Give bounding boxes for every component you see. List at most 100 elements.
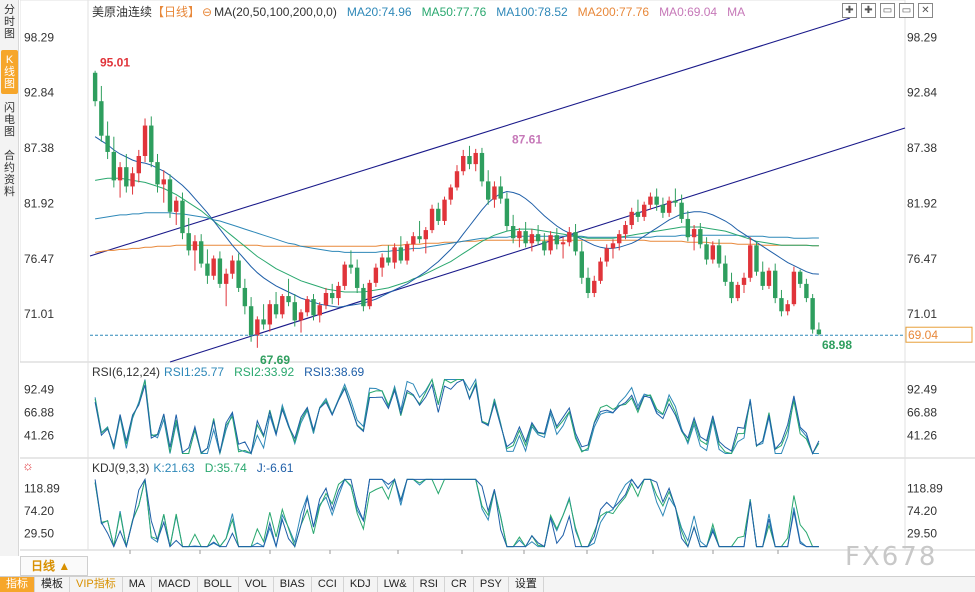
candle: [255, 319, 260, 336]
candle: [592, 280, 597, 294]
close-icon[interactable]: ✕: [918, 3, 933, 18]
main-legend: 美原油连续 【日线】 ⊖ MA(20,50,100,200,0,0) MA20:…: [92, 3, 745, 20]
tab-cci[interactable]: CCI: [312, 577, 344, 592]
candle: [136, 156, 141, 174]
tab-macd[interactable]: MACD: [152, 577, 198, 592]
tab-ma[interactable]: MA: [123, 577, 153, 592]
candle: [804, 283, 809, 299]
candle: [124, 167, 129, 187]
tab-lw[interactable]: LW&: [378, 577, 414, 592]
rsi2-line: [94, 378, 820, 455]
candle: [648, 196, 653, 205]
ma-b-value: MA: [727, 4, 746, 19]
restore-icon[interactable]: ▭: [880, 3, 895, 18]
tab-settings[interactable]: 设置: [509, 577, 544, 592]
high-label-2: 87.61: [512, 133, 542, 147]
candle: [710, 245, 716, 260]
tab-boll[interactable]: BOLL: [198, 577, 239, 592]
candle: [729, 281, 734, 299]
candle: [242, 287, 248, 307]
time-tick-label: 2023/12: [250, 555, 294, 556]
time-tick-label: 2024/04: [504, 555, 548, 556]
candle: [773, 270, 778, 299]
candle: [442, 199, 447, 221]
osc-tick-right: 118.89: [907, 482, 943, 496]
candle: [205, 263, 210, 276]
price-tick-left: 92.84: [24, 86, 54, 100]
osc-tick-left: 41.26: [24, 429, 54, 443]
candle: [280, 296, 285, 315]
price-tick-right: 81.92: [907, 196, 937, 210]
candle: [617, 234, 622, 244]
candle: [92, 72, 98, 102]
tab-vip-indicators[interactable]: VIP指标: [70, 577, 123, 592]
candle: [492, 186, 497, 200]
tab-vol[interactable]: VOL: [239, 577, 274, 592]
tab-timeshare[interactable]: 分 时 图: [4, 4, 15, 40]
osc-tick-right: 66.88: [907, 406, 937, 420]
chart-area[interactable]: 98.29 98.29 92.84 92.84 87.38 87.38 81.92 81.92…: [20, 0, 975, 556]
tab-flash-chart[interactable]: 闪 电 图: [4, 102, 15, 138]
candle: [417, 236, 422, 240]
candle: [797, 271, 803, 284]
tab-cr[interactable]: CR: [445, 577, 474, 592]
candle: [523, 231, 528, 244]
tab-bias[interactable]: BIAS: [274, 577, 312, 592]
tab-template[interactable]: 模板: [35, 577, 70, 592]
time-tick-label: 2024/05: [567, 555, 611, 556]
candle: [716, 245, 722, 264]
rsi-label: RSI(6,12,24): [92, 365, 161, 379]
candle: [660, 204, 666, 213]
ma20-line: [94, 136, 819, 308]
maximize-icon[interactable]: ▭: [899, 3, 914, 18]
tab-indicators[interactable]: 指标: [0, 577, 35, 592]
candle: [641, 204, 647, 217]
price-tick-left: 87.38: [24, 141, 54, 155]
rsi1-value: RSI1:25.77: [164, 365, 225, 379]
candle: [448, 187, 453, 200]
rsi3-line: [94, 379, 820, 455]
candle: [461, 156, 466, 172]
candle: [498, 186, 503, 199]
candle: [479, 152, 485, 182]
candle: [766, 270, 772, 286]
candle: [180, 200, 185, 234]
d-value: D:35.74: [204, 461, 247, 475]
candle: [548, 235, 553, 251]
candle: [323, 293, 329, 306]
candle: [810, 298, 815, 330]
sun-icon[interactable]: ☼: [22, 458, 34, 473]
candle: [517, 231, 522, 239]
kline-chart[interactable]: 98.29 98.29 92.84 92.84 87.38 87.38 81.92 81.92…: [20, 0, 975, 556]
candle: [236, 260, 241, 288]
move-icon[interactable]: ✚: [861, 3, 876, 18]
rsi2-value: RSI2:33.92: [234, 365, 295, 379]
candle: [635, 211, 641, 217]
left-view-tabs: 分 时 图 K 线 图 闪 电 图 合 约 资 料: [0, 0, 19, 556]
toolbar-icons: ✚ ✚ ▭ ▭ ✕: [842, 3, 933, 18]
tab-kline[interactable]: K 线 图: [1, 50, 18, 94]
osc-tick-right: 41.26: [907, 429, 937, 443]
period-selector[interactable]: 日线 ▲: [20, 556, 88, 576]
candle: [217, 258, 223, 284]
tab-kdj[interactable]: KDJ: [344, 577, 378, 592]
candle: [454, 171, 460, 188]
candle: [666, 200, 672, 213]
candle: [704, 244, 709, 260]
candle: [785, 304, 790, 312]
toggle-icon[interactable]: ⊖: [202, 4, 213, 19]
tab-rsi[interactable]: RSI: [414, 577, 445, 592]
tab-contract-info[interactable]: 合 约 资 料: [4, 150, 15, 198]
candle: [398, 247, 404, 261]
candle: [248, 306, 254, 336]
zoom-in-icon[interactable]: ✚: [842, 3, 857, 18]
candle: [404, 244, 410, 261]
candle: [174, 200, 179, 212]
tab-psy[interactable]: PSY: [474, 577, 509, 592]
candle: [473, 152, 478, 165]
candle: [679, 202, 684, 219]
low-label-1: 67.69: [260, 353, 290, 367]
candle: [186, 233, 191, 251]
candle: [392, 247, 397, 263]
candle: [510, 226, 516, 239]
